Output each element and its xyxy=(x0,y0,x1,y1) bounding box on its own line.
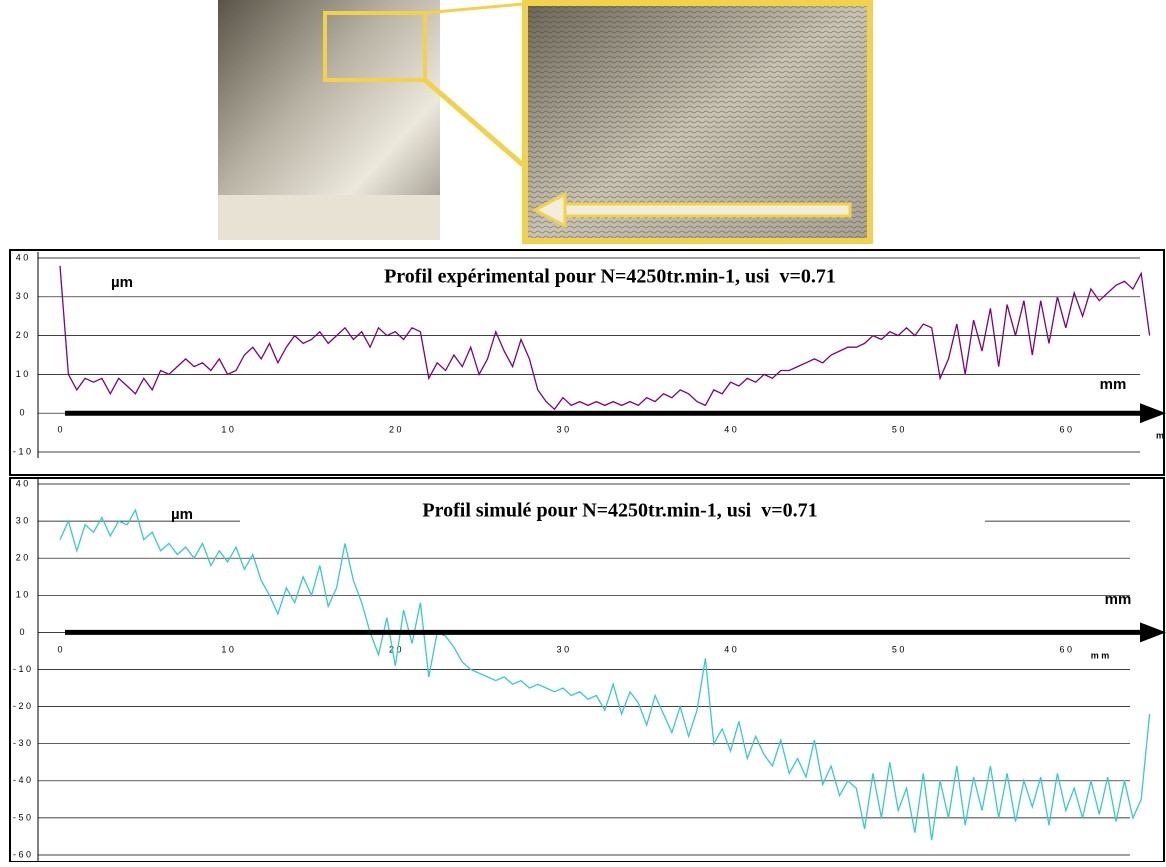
title-background xyxy=(240,497,985,529)
x-axis-unit: mm xyxy=(1100,376,1127,393)
x-tick-label: 2 0 xyxy=(389,644,402,654)
x-tick-label: 4 0 xyxy=(724,644,737,654)
y-tick-label: 1 0 xyxy=(16,590,29,600)
y-tick-label: 3 0 xyxy=(16,291,29,301)
y-axis-unit: µm xyxy=(171,506,193,523)
x-tick-label: 3 0 xyxy=(557,424,570,434)
x-tick-label: 6 0 xyxy=(1060,644,1073,654)
x-tick-label: 2 0 xyxy=(389,424,402,434)
y-tick-label: 0 xyxy=(19,627,24,637)
title-background xyxy=(240,262,985,294)
zoom-connector xyxy=(423,78,525,167)
photos xyxy=(218,0,873,244)
x-tick-label: 0 xyxy=(57,424,62,434)
chart-title: Profil expérimental pour N=4250tr.min-1,… xyxy=(384,266,836,288)
direction-arrow-head xyxy=(531,191,567,229)
x-tick-label: 6 0 xyxy=(1060,424,1073,434)
x-axis-unit: mm xyxy=(1105,591,1132,608)
chart: - 1 0 0 1 0 2 0 3 0 4 0 0 1 0 2 0 3 0 4 0 5 0 6 0 Pro… xyxy=(9,249,1166,476)
y-tick-label: - 2 0 xyxy=(13,701,31,711)
charts: - 1 0 0 1 0 2 0 3 0 4 0 0 1 0 2 0 3 0 4 0 5 0 6 0 Pro… xyxy=(9,249,1166,863)
x-tick-label: 4 0 xyxy=(724,424,737,434)
y-tick-label: 1 0 xyxy=(16,369,29,379)
y-tick-label: 0 xyxy=(19,408,24,418)
y-tick-label: - 6 0 xyxy=(13,849,31,859)
x-tick-label: 3 0 xyxy=(557,644,570,654)
y-tick-label: 3 0 xyxy=(16,515,29,525)
y-tick-label: - 1 0 xyxy=(13,664,31,674)
direction-arrow xyxy=(558,202,852,218)
chart: - 6 0 - 5 0 - 4 0 - 3 0 - 2 0 - 1 0 0 1 0 2 0 3 0… xyxy=(9,477,1166,863)
y-tick-label: - 1 0 xyxy=(13,446,31,456)
zoom-connector xyxy=(424,2,524,15)
axis-arrow-head xyxy=(1140,622,1166,643)
x-tick-label: 1 0 xyxy=(221,424,234,434)
y-tick-label: 2 0 xyxy=(16,330,29,340)
chart-title: Profil simulé pour N=4250tr.min-1, usi v… xyxy=(422,500,817,522)
data-line xyxy=(59,508,1151,841)
y-tick-label: 2 0 xyxy=(16,553,29,563)
axis-arrow-head xyxy=(1140,403,1166,424)
y-tick-label: 4 0 xyxy=(16,252,29,262)
x-tick-label: 0 xyxy=(57,644,62,654)
y-tick-label: - 3 0 xyxy=(13,738,31,748)
zoom-box xyxy=(323,11,427,82)
zoom-texture xyxy=(528,6,867,238)
y-tick-label: - 4 0 xyxy=(13,775,31,785)
x-tick-label: 5 0 xyxy=(892,644,905,654)
y-tick-label: - 5 0 xyxy=(13,812,31,822)
data-line xyxy=(59,265,1151,411)
y-axis-unit: µm xyxy=(111,274,133,291)
x-tick-label: 1 0 xyxy=(221,644,234,654)
chart-frame xyxy=(9,477,1165,863)
x-tick-label: 5 0 xyxy=(892,424,905,434)
sheet-base xyxy=(218,195,440,240)
annotation: m m xyxy=(1091,650,1110,660)
y-tick-label: 4 0 xyxy=(16,478,29,488)
annotation: m xyxy=(1156,430,1164,440)
